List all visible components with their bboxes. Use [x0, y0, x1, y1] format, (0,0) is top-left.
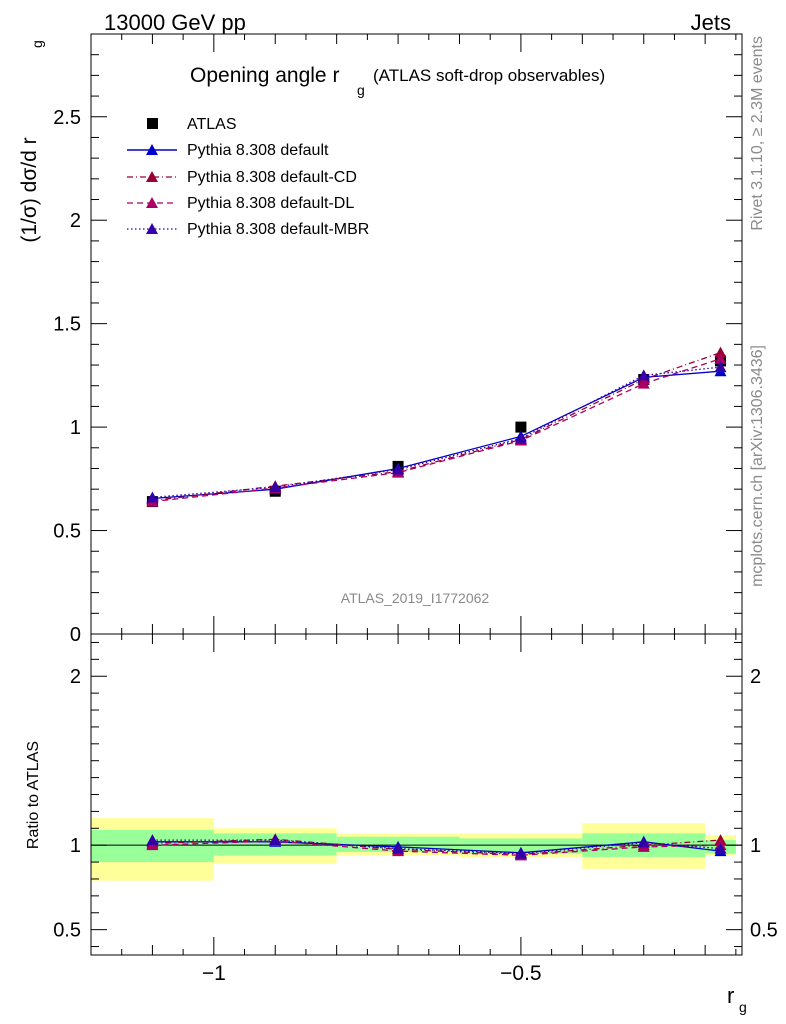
header-right: Jets	[691, 10, 731, 35]
ratio-marker-pythia-8-308-default-mbr	[714, 842, 727, 854]
x-axis-label-sub: g	[739, 999, 747, 1015]
top-marker-pythia-8-308-default-mbr	[392, 463, 405, 475]
top-marker-pythia-8-308-default-dl	[637, 377, 650, 389]
top-line-pythia-8-308-default-mbr	[152, 366, 721, 499]
header-left: 13000 GeV pp	[104, 10, 246, 35]
ratio-y-tick-label: 1	[70, 835, 81, 857]
main-title-extra: (ATLAS soft-drop observables)	[373, 66, 605, 85]
legend-label-dl: Pythia 8.308 default-DL	[187, 195, 354, 212]
ratio-marker-pythia-8-308-default-mbr	[146, 834, 159, 846]
top-marker-pythia-8-308-default-mbr	[146, 491, 159, 503]
rivet-label: Rivet 3.1.10, ≥ 2.3M events	[749, 36, 766, 231]
legend-item-atlas: ATLAS	[147, 116, 237, 133]
legend-marker-cd	[146, 171, 158, 182]
x-axis-label-main: r	[727, 983, 734, 1008]
top-line-pythia-8-308-default-dl	[152, 358, 721, 503]
legend-marker-dl	[146, 197, 158, 208]
legend-label-atlas: ATLAS	[187, 116, 237, 133]
y-tick-label: 0.5	[53, 521, 81, 543]
y-tick-label: 0	[70, 624, 81, 646]
ratio-line-pythia-8-308-default-dl	[152, 840, 721, 856]
legend-label-default: Pythia 8.308 default	[187, 142, 329, 159]
legend-item-default: Pythia 8.308 default	[127, 142, 329, 159]
top-marker-pythia-8-308-default-mbr	[714, 361, 727, 373]
top-line-pythia-8-308-default-cd	[152, 351, 721, 502]
ratio-axes: 0.5 0.5 1 1 2 2 −1 −0.5	[53, 34, 778, 985]
legend-item-mbr: Pythia 8.308 default-MBR	[127, 221, 369, 238]
ratio-series	[146, 833, 727, 861]
top-marker-pythia-8-308-default-mbr	[269, 481, 282, 493]
ratio-y-axis-label: Ratio to ATLAS	[25, 741, 42, 849]
x-tick-label: −1	[202, 962, 226, 985]
ratio-line-pythia-8-308-default-mbr	[152, 839, 721, 855]
ratio-marker-pythia-8-308-default-mbr	[392, 842, 405, 854]
ratio-y-tick-label-right: 2	[750, 666, 761, 688]
y-tick-label: 1	[70, 417, 81, 439]
top-marker-pythia-8-308-default-dl	[714, 352, 727, 364]
top-marker-pythia-8-308-default-mbr	[514, 432, 527, 444]
legend-marker-default	[146, 144, 158, 155]
y-axis-label: (1/σ) dσ/d r	[18, 137, 41, 242]
legend-marker-mbr	[146, 223, 158, 234]
ratio-y-tick-label: 0.5	[53, 920, 81, 942]
legend-label-cd: Pythia 8.308 default-CD	[187, 169, 357, 186]
main-title: Opening angle r	[190, 64, 339, 87]
legend-marker-atlas	[147, 118, 158, 129]
top-line-pythia-8-308-default	[152, 370, 721, 500]
top-point-atlas	[515, 421, 527, 433]
ratio-y-tick-label-right: 0.5	[750, 920, 778, 942]
x-tick-label: −0.5	[500, 962, 541, 985]
y-tick-label: 1.5	[53, 314, 81, 336]
top-series	[146, 346, 727, 508]
y-tick-label: 2.5	[53, 107, 81, 129]
mcplots-label: mcplots.cern.ch [arXiv:1306.3436]	[749, 345, 766, 587]
top-marker-pythia-8-308-default-mbr	[637, 369, 650, 381]
ratio-y-tick-label-right: 1	[750, 835, 761, 857]
main-title-text: Opening angle r	[190, 64, 339, 87]
ratio-y-tick-label: 2	[70, 666, 81, 688]
y-tick-label: 2	[70, 210, 81, 232]
main-title-sub: g	[357, 82, 365, 98]
analysis-id: ATLAS_2019_I1772062	[341, 590, 490, 606]
top-marker-pythia-8-308-default-cd	[714, 346, 727, 358]
ratio-frame	[90, 633, 743, 956]
ratio-marker-pythia-8-308-default-mbr	[269, 834, 282, 846]
legend-item-dl: Pythia 8.308 default-DL	[127, 195, 354, 212]
y-axis-label-main: (1/σ) dσ/d r	[18, 137, 41, 242]
legend-item-cd: Pythia 8.308 default-CD	[127, 169, 357, 186]
ratio-marker-pythia-8-308-default-mbr	[514, 847, 527, 859]
ratio-marker-pythia-8-308-default-mbr	[637, 836, 650, 848]
legend-label-mbr: Pythia 8.308 default-MBR	[187, 221, 369, 238]
y-axis-label-sub: g	[29, 40, 45, 48]
legend: ATLAS Pythia 8.308 default Pythia 8.308 …	[127, 116, 369, 238]
